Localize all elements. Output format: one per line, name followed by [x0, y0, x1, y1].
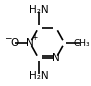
Text: H₂N: H₂N	[29, 71, 48, 81]
Text: +: +	[32, 33, 38, 42]
Text: CH₃: CH₃	[73, 39, 90, 47]
Text: N: N	[52, 53, 60, 63]
Text: H₂N: H₂N	[29, 5, 48, 15]
Text: O: O	[10, 38, 19, 48]
Text: −: −	[4, 33, 11, 42]
Text: N: N	[26, 38, 34, 48]
